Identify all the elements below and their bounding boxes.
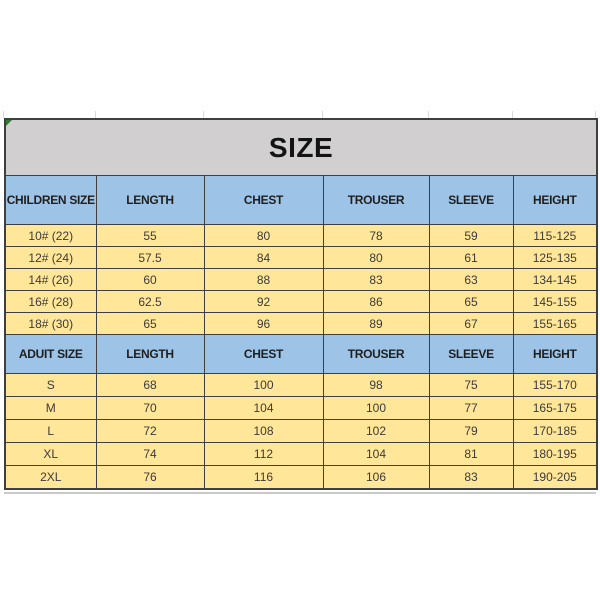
gridline-stub xyxy=(512,111,513,118)
data-cell: 79 xyxy=(428,419,514,443)
size-label-cell: L xyxy=(4,419,97,443)
data-cell: 108 xyxy=(203,419,324,443)
data-cell: 96 xyxy=(203,312,324,335)
data-cell: 81 xyxy=(428,442,514,466)
size-label-cell: XL xyxy=(4,442,97,466)
table-title: SIZE xyxy=(4,118,598,176)
table-bottom-shadow xyxy=(4,492,596,494)
data-cell: 63 xyxy=(428,268,514,291)
size-label-cell: S xyxy=(4,373,97,397)
size-label-cell: M xyxy=(4,396,97,420)
data-cell: 98 xyxy=(322,373,430,397)
data-cell: 67 xyxy=(428,312,514,335)
data-cell: 57.5 xyxy=(95,246,205,269)
data-cell: 83 xyxy=(428,465,514,490)
table-row: L 72 108 102 79 170-185 xyxy=(4,419,598,443)
table-row: 14# (26) 60 88 83 63 134-145 xyxy=(4,268,598,291)
size-label-cell: 16# (28) xyxy=(4,290,97,313)
gridline-stub xyxy=(3,111,4,118)
data-cell: 77 xyxy=(428,396,514,420)
gridline-stub xyxy=(203,111,204,118)
table-row: 18# (30) 65 96 89 67 155-165 xyxy=(4,312,598,335)
data-cell: 125-135 xyxy=(512,246,598,269)
cell-corner-marker-icon xyxy=(6,120,12,126)
data-cell: 92 xyxy=(203,290,324,313)
data-cell: 145-155 xyxy=(512,290,598,313)
gridline-stub xyxy=(322,111,323,118)
adult-column-header: HEIGHT xyxy=(512,334,598,374)
data-cell: 170-185 xyxy=(512,419,598,443)
table-row: 2XL 76 116 106 83 190-205 xyxy=(4,465,598,490)
children-column-header: LENGTH xyxy=(95,175,205,225)
adult-column-header: LENGTH xyxy=(95,334,205,374)
data-cell: 59 xyxy=(428,224,514,247)
adult-header-row: ADUIT SIZE LENGTH CHEST TROUSER SLEEVE HEIGHT xyxy=(4,334,598,374)
data-cell: 88 xyxy=(203,268,324,291)
adult-column-header: CHEST xyxy=(203,334,324,374)
data-cell: 75 xyxy=(428,373,514,397)
data-cell: 55 xyxy=(95,224,205,247)
children-header-row: CHILDREN SIZE LENGTH CHEST TROUSER SLEEVE HEI… xyxy=(4,175,598,225)
data-cell: 115-125 xyxy=(512,224,598,247)
title-row: SIZE xyxy=(4,118,598,176)
data-cell: 65 xyxy=(428,290,514,313)
size-label-cell: 12# (24) xyxy=(4,246,97,269)
size-label-cell: 2XL xyxy=(4,465,97,490)
data-cell: 68 xyxy=(95,373,205,397)
size-label-cell: 18# (30) xyxy=(4,312,97,335)
data-cell: 74 xyxy=(95,442,205,466)
children-column-header: CHILDREN SIZE xyxy=(4,175,97,225)
adult-column-header: SLEEVE xyxy=(428,334,514,374)
data-cell: 116 xyxy=(203,465,324,490)
children-column-header: TROUSER xyxy=(322,175,430,225)
data-cell: 84 xyxy=(203,246,324,269)
data-cell: 100 xyxy=(203,373,324,397)
data-cell: 86 xyxy=(322,290,430,313)
children-column-header: CHEST xyxy=(203,175,324,225)
adult-column-header: ADUIT SIZE xyxy=(4,334,97,374)
size-table: SIZE CHILDREN SIZE LENGTH CHEST TROUSER SLEEV… xyxy=(4,118,599,490)
table-row: 10# (22) 55 80 78 59 115-125 xyxy=(4,224,598,247)
data-cell: 102 xyxy=(322,419,430,443)
adult-column-header: TROUSER xyxy=(322,334,430,374)
data-cell: 155-165 xyxy=(512,312,598,335)
data-cell: 180-195 xyxy=(512,442,598,466)
data-cell: 72 xyxy=(95,419,205,443)
gridline-stub xyxy=(595,111,596,118)
table-row: 12# (24) 57.5 84 80 61 125-135 xyxy=(4,246,598,269)
data-cell: 112 xyxy=(203,442,324,466)
table-row: S 68 100 98 75 155-170 xyxy=(4,373,598,397)
children-column-header: HEIGHT xyxy=(512,175,598,225)
table-row: M 70 104 100 77 165-175 xyxy=(4,396,598,420)
data-cell: 89 xyxy=(322,312,430,335)
gridline-stub xyxy=(95,111,96,118)
data-cell: 155-170 xyxy=(512,373,598,397)
table-row: 16# (28) 62.5 92 86 65 145-155 xyxy=(4,290,598,313)
data-cell: 76 xyxy=(95,465,205,490)
data-cell: 190-205 xyxy=(512,465,598,490)
table-row: XL 74 112 104 81 180-195 xyxy=(4,442,598,466)
size-label-cell: 14# (26) xyxy=(4,268,97,291)
gridline-stub xyxy=(428,111,429,118)
size-label-cell: 10# (22) xyxy=(4,224,97,247)
data-cell: 61 xyxy=(428,246,514,269)
data-cell: 60 xyxy=(95,268,205,291)
data-cell: 78 xyxy=(322,224,430,247)
data-cell: 104 xyxy=(203,396,324,420)
children-column-header: SLEEVE xyxy=(428,175,514,225)
data-cell: 106 xyxy=(322,465,430,490)
data-cell: 104 xyxy=(322,442,430,466)
data-cell: 80 xyxy=(203,224,324,247)
data-cell: 80 xyxy=(322,246,430,269)
data-cell: 62.5 xyxy=(95,290,205,313)
data-cell: 65 xyxy=(95,312,205,335)
data-cell: 83 xyxy=(322,268,430,291)
data-cell: 70 xyxy=(95,396,205,420)
size-chart: SIZE CHILDREN SIZE LENGTH CHEST TROUSER SLEEV… xyxy=(4,118,599,494)
data-cell: 165-175 xyxy=(512,396,598,420)
data-cell: 134-145 xyxy=(512,268,598,291)
data-cell: 100 xyxy=(322,396,430,420)
